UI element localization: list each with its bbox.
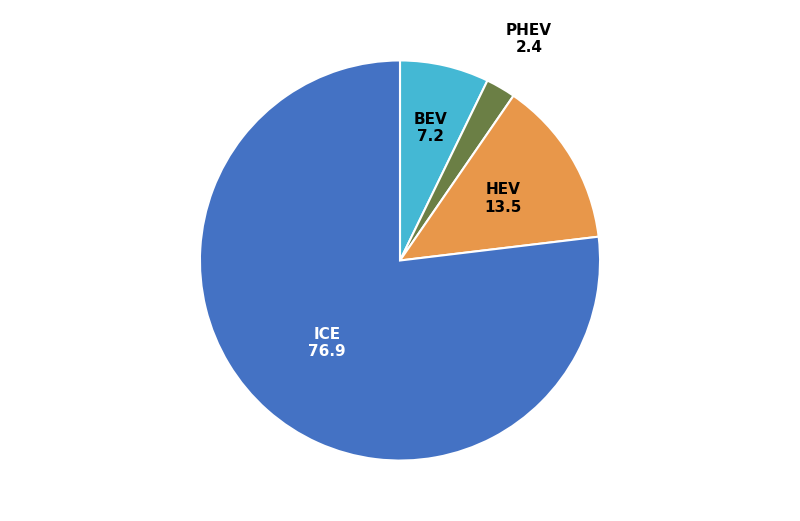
Text: BEV
7.2: BEV 7.2 bbox=[414, 111, 447, 144]
Text: ICE
76.9: ICE 76.9 bbox=[308, 327, 346, 359]
Wedge shape bbox=[400, 96, 598, 260]
Text: HEV
13.5: HEV 13.5 bbox=[484, 182, 522, 215]
Text: PHEV
2.4: PHEV 2.4 bbox=[506, 23, 552, 55]
Wedge shape bbox=[400, 81, 514, 260]
Wedge shape bbox=[400, 60, 487, 260]
Wedge shape bbox=[200, 60, 600, 461]
